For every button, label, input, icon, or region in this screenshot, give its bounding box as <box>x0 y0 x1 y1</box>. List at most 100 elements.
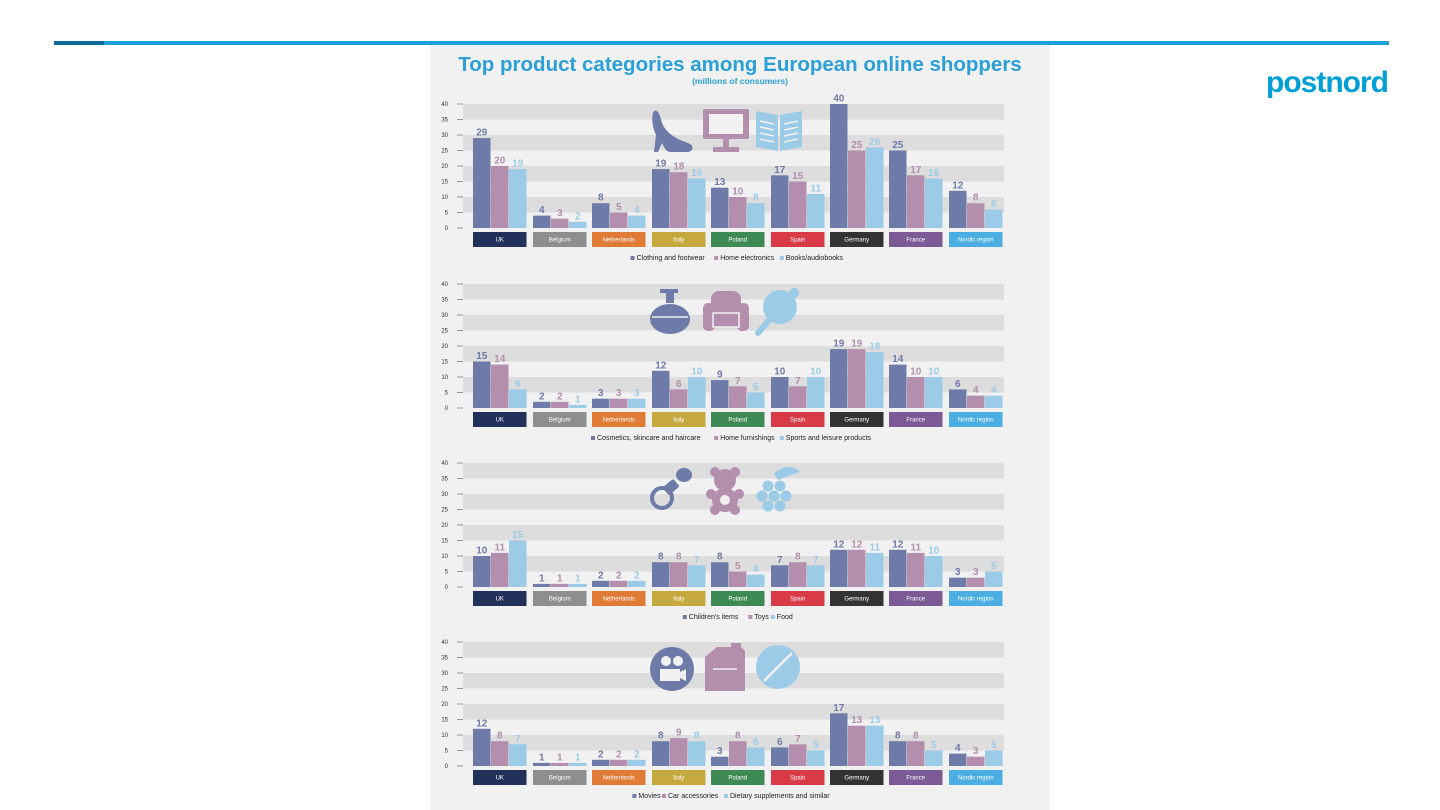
bar <box>610 759 628 766</box>
monitor-icon <box>703 109 749 152</box>
country-label-box <box>711 412 765 427</box>
bar-value-label: 2 <box>557 391 563 402</box>
bar <box>771 377 789 408</box>
country-label: Nordic region <box>958 597 994 603</box>
bar <box>789 386 807 408</box>
bar-value-label: 7 <box>777 555 783 566</box>
bar-value-label: 8 <box>658 552 664 563</box>
bar <box>907 377 925 408</box>
bar <box>491 552 509 587</box>
bar <box>592 203 610 228</box>
bar <box>729 386 747 408</box>
bar-value-label: 2 <box>616 570 622 581</box>
y-tick-label: 15 <box>441 539 448 545</box>
bar <box>473 556 491 587</box>
bar <box>670 389 688 408</box>
bar <box>509 169 527 228</box>
y-tick-label: 25 <box>441 687 448 693</box>
country-label-box <box>771 232 825 247</box>
y-tick-label: 0 <box>445 585 449 591</box>
country-label-box <box>771 770 825 785</box>
bar <box>925 750 943 766</box>
y-tick-label: 5 <box>445 570 449 576</box>
country-label-box <box>652 770 706 785</box>
y-tick-label: 0 <box>445 406 449 412</box>
bar-value-label: 15 <box>792 171 804 182</box>
country-label: Poland <box>728 238 747 244</box>
y-tick-label: 10 <box>441 375 448 381</box>
bar-value-label: 10 <box>928 546 940 557</box>
legend-label: Sports and leisure products <box>786 435 872 442</box>
y-tick-label: 25 <box>441 508 448 514</box>
bar <box>949 577 967 587</box>
bar-value-label: 20 <box>494 156 506 167</box>
bar-value-label: 8 <box>717 552 723 563</box>
country-label-box <box>711 770 765 785</box>
bar-value-label: 10 <box>928 367 940 378</box>
bar-value-label: 8 <box>895 731 901 742</box>
country-label: Spain <box>790 776 805 782</box>
bar-value-label: 12 <box>655 360 667 371</box>
bar <box>807 377 825 408</box>
y-tick-label: 30 <box>441 671 448 677</box>
bar <box>592 398 610 408</box>
country-label-box <box>889 770 943 785</box>
bar <box>711 187 729 228</box>
bar-value-label: 7 <box>515 734 521 745</box>
y-tick-label: 5 <box>445 749 449 755</box>
y-tick-label: 40 <box>441 102 448 108</box>
bar <box>473 361 491 408</box>
country-label: Netherlands <box>603 238 635 244</box>
bar-value-label: 7 <box>795 376 801 387</box>
y-tick-label: 35 <box>441 656 448 662</box>
country-label: Poland <box>728 597 747 603</box>
bar <box>610 212 628 228</box>
bar-value-label: 4 <box>634 205 640 216</box>
bar-value-label: 12 <box>952 180 964 191</box>
country-label: France <box>906 776 925 782</box>
legend-label: Children's items <box>689 614 739 621</box>
country-label: Germany <box>844 776 869 782</box>
bar <box>889 150 907 228</box>
country-label: UK <box>496 776 504 782</box>
bar <box>925 377 943 408</box>
fuel-can-icon <box>705 643 745 691</box>
country-label-box <box>592 770 646 785</box>
top-rule <box>54 41 1389 45</box>
bar <box>925 178 943 228</box>
bar-value-label: 10 <box>910 367 922 378</box>
bar <box>771 175 789 228</box>
y-tick-label: 40 <box>441 461 448 467</box>
bar-value-label: 19 <box>512 159 524 170</box>
bar-value-label: 18 <box>869 342 881 353</box>
bar <box>473 138 491 228</box>
bar <box>789 181 807 228</box>
y-tick-label: 0 <box>445 226 449 232</box>
country-label-box <box>473 770 527 785</box>
bar <box>807 193 825 228</box>
bar <box>967 756 985 766</box>
country-label: Italy <box>673 238 684 244</box>
bar-value-label: 2 <box>575 211 581 222</box>
y-tick-label: 15 <box>441 180 448 186</box>
bar <box>789 562 807 587</box>
country-label-box <box>473 232 527 247</box>
legend-label: Clothing and footwear <box>637 255 706 262</box>
bar-value-label: 5 <box>753 382 759 393</box>
country-label: Italy <box>673 776 684 782</box>
country-label-box <box>592 591 646 606</box>
country-label-box <box>771 412 825 427</box>
y-tick-label: 10 <box>441 554 448 560</box>
legend-label: Movies <box>638 793 661 800</box>
y-tick-label: 35 <box>441 298 448 304</box>
bar <box>628 398 646 408</box>
bar-value-label: 1 <box>557 752 563 763</box>
legend-label: Dietary supplements and similar <box>730 793 830 800</box>
bar <box>688 377 706 408</box>
bar-value-label: 13 <box>851 715 863 726</box>
legend-swatch <box>632 794 637 798</box>
bar-value-label: 8 <box>913 731 919 742</box>
infographic-panel: Top product categories among European on… <box>430 45 1050 810</box>
bar-value-label: 2 <box>598 570 604 581</box>
